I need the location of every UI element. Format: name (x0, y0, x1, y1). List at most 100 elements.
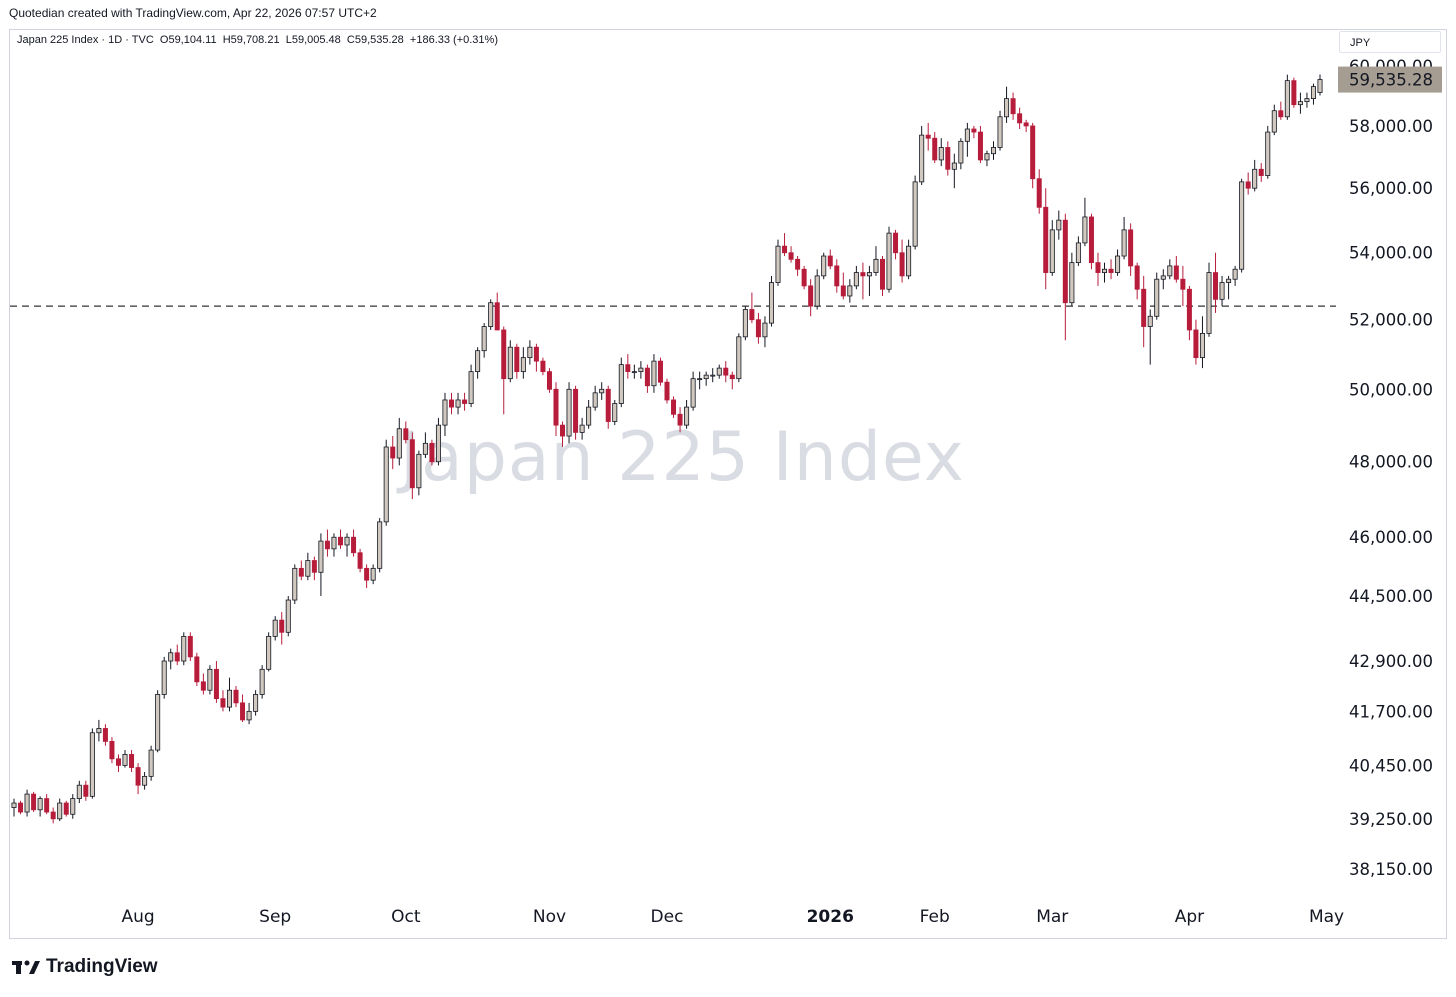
y-axis-label: 40,450.00 (1349, 756, 1433, 775)
candle-body (657, 360, 663, 383)
candle-body (762, 322, 768, 338)
candle-body (1193, 329, 1199, 359)
x-axis-label: Nov (533, 907, 566, 927)
candle-body (599, 388, 605, 394)
candle-body (76, 784, 82, 799)
candle-body (671, 399, 677, 415)
candle-body (311, 560, 317, 573)
candle-body (553, 388, 559, 426)
candle-body (1245, 181, 1251, 189)
candle-body (507, 346, 513, 380)
candle-body (912, 181, 918, 247)
y-axis-label: 46,000.00 (1349, 528, 1433, 547)
candle-body (1180, 278, 1186, 290)
x-axis-label: Aug (121, 907, 154, 927)
candle-body (514, 346, 520, 373)
candle-body (1004, 98, 1010, 118)
tradingview-brand[interactable]: TradingView (12, 956, 158, 978)
candle-body (736, 336, 742, 380)
candle-body (586, 406, 592, 426)
candle-body (1239, 181, 1245, 270)
candle-body (560, 424, 566, 437)
candle-body (1186, 288, 1192, 331)
candle-body (1010, 98, 1016, 115)
tradingview-logo-icon (12, 960, 40, 974)
candle-body (997, 116, 1003, 148)
candle-body (520, 357, 526, 373)
candle-body (768, 282, 774, 324)
change-value: +186.33 (+0.31%) (409, 34, 498, 46)
currency-selector[interactable]: JPY (1339, 31, 1441, 53)
candle-body (1069, 262, 1075, 304)
candle-body (945, 147, 951, 170)
candle-body (266, 635, 272, 670)
candle-body (142, 775, 148, 786)
candle-body (631, 371, 637, 374)
candle-body (664, 381, 670, 401)
candle-body (1206, 272, 1212, 334)
candle-body (1154, 278, 1160, 317)
candle-body (925, 134, 931, 139)
candle-body (1278, 110, 1284, 118)
candle-body (971, 128, 977, 133)
candle-body (742, 309, 748, 338)
candle-body (18, 802, 24, 813)
candle-body (1265, 131, 1271, 176)
candle-body (357, 552, 363, 569)
chart-credit: Quotedian created with TradingView.com, … (9, 6, 377, 20)
candle-body (527, 346, 533, 359)
symbol-watermark: Japan 225 Index (400, 418, 965, 497)
candle-body (932, 137, 938, 161)
candle-body (351, 536, 357, 554)
candle-body (435, 424, 441, 463)
x-axis-label: Dec (651, 907, 684, 927)
candle-body (37, 798, 43, 811)
y-axis-label: 48,000.00 (1349, 453, 1433, 472)
symbol-legend: Japan 225 Index · 1D · TVC O59,104.11 H5… (17, 34, 498, 46)
candle-body (899, 252, 905, 277)
candle-body (1030, 125, 1036, 180)
candle-body (494, 302, 500, 331)
candle-body (174, 652, 180, 662)
candle-body (396, 428, 402, 459)
candle-body (168, 652, 174, 662)
candle-body (305, 560, 311, 577)
symbol-name[interactable]: Japan 225 Index · 1D · TVC (17, 34, 154, 46)
y-axis-label: 39,250.00 (1349, 810, 1433, 829)
candle-body (442, 399, 448, 426)
candle-body (1102, 268, 1108, 273)
candle-body (775, 245, 781, 283)
candle-body (886, 232, 892, 290)
candle-body (1082, 216, 1088, 244)
y-axis-label: 58,000.00 (1349, 117, 1433, 136)
candle-body (919, 134, 925, 183)
candle-body (1108, 268, 1114, 273)
candle-body (566, 388, 572, 437)
candle-body (684, 406, 690, 426)
candle-body (788, 252, 794, 260)
candle-body (31, 793, 37, 811)
candle-body (253, 694, 259, 712)
candle-body (1056, 219, 1062, 231)
candle-body (964, 128, 970, 142)
candle-body (83, 784, 89, 797)
candle-body (187, 635, 193, 658)
candle-body (207, 668, 213, 691)
candle-body (1252, 168, 1258, 189)
candle-body (533, 346, 539, 362)
candle-body (1219, 282, 1225, 300)
candle-body (96, 728, 102, 734)
candle-body (331, 536, 337, 550)
candle-body (161, 660, 167, 695)
candle-body (200, 681, 206, 691)
chart-pane[interactable] (9, 29, 1447, 939)
x-axis-label: Mar (1036, 907, 1068, 927)
candle-body (1088, 216, 1094, 264)
candle-body (612, 403, 618, 422)
candle-body (1043, 206, 1049, 273)
candle-body (455, 399, 461, 408)
candle-body (481, 326, 487, 352)
x-axis-label: Apr (1175, 907, 1204, 927)
candle-body (220, 698, 226, 708)
